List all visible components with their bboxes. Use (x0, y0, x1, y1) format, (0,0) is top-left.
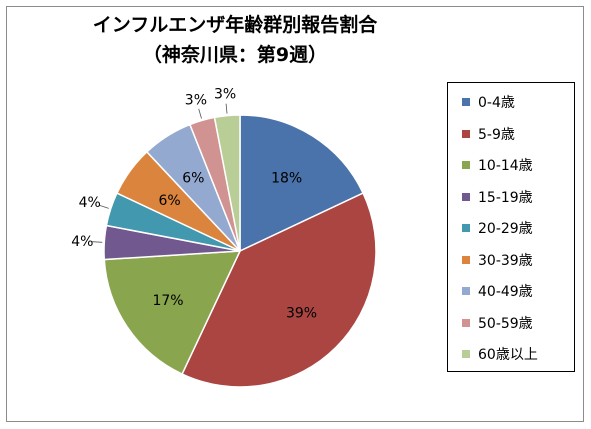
legend-swatch-2 (462, 161, 470, 169)
leader-line-8 (225, 103, 228, 114)
legend-swatch-3 (462, 192, 470, 201)
pie-slice-8 (213, 114, 241, 252)
legend-item-2: 10-14歳 (462, 155, 533, 175)
legend-label-5: 30-39歳 (478, 252, 533, 269)
legend-swatch-7 (462, 318, 470, 327)
data-label-8: 3% (214, 87, 236, 103)
leader-line-4 (99, 204, 109, 209)
legend-item-6: 40-49歳 (462, 281, 533, 301)
legend-label-4: 20-29歳 (478, 221, 533, 237)
data-label-7: 3% (185, 92, 207, 108)
data-label-2: 17% (152, 293, 183, 309)
data-label-6: 6% (182, 171, 204, 187)
legend-item-4: 20-29歳 (462, 218, 533, 238)
legend-label-6: 40-49歳 (478, 284, 533, 300)
legend-label-7: 50-59歳 (478, 315, 533, 332)
pie-slice-2 (103, 250, 242, 376)
legend-item-5: 30-39歳 (462, 250, 533, 270)
legend-swatch-0 (462, 98, 470, 106)
legend-swatch-5 (462, 255, 470, 264)
legend-label-1: 5-9歳 (478, 126, 515, 143)
legend-label-2: 10-14歳 (478, 158, 533, 174)
leader-line-7 (198, 108, 202, 119)
legend-swatch-4 (462, 224, 470, 232)
legend-item-1: 5-9歳 (462, 124, 515, 144)
chart-title: インフルエンザ年齢群別報告割合 (92, 14, 378, 36)
data-label-5: 6% (158, 193, 180, 209)
leader-line-3 (92, 241, 103, 243)
pie-slice-1 (181, 192, 377, 388)
legend-swatch-1 (462, 129, 470, 138)
legend-item-3: 15-19歳 (462, 187, 533, 207)
legend-label-0: 0-4歳 (478, 95, 515, 111)
legend-swatch-8 (462, 350, 470, 358)
chart-legend: 0-4歳 5-9歳 10-14歳 15-19歳 20-29歳 30-39歳 40-49歳 50… (447, 82, 575, 372)
data-label-0: 18% (271, 171, 302, 187)
legend-item-7: 50-59歳 (462, 313, 533, 333)
legend-label-3: 15-19歳 (478, 189, 533, 206)
legend-item-8: 60歳以上 (462, 344, 538, 364)
data-label-3: 4% (71, 234, 93, 250)
data-label-1: 39% (286, 306, 317, 322)
data-label-4: 4% (79, 195, 101, 211)
legend-item-0: 0-4歳 (462, 92, 515, 112)
chart-subtitle: （神奈川県：第9週） (142, 44, 328, 66)
legend-label-8: 60歳以上 (478, 347, 538, 363)
pie-slice-0 (239, 114, 365, 253)
legend-swatch-6 (462, 287, 470, 295)
